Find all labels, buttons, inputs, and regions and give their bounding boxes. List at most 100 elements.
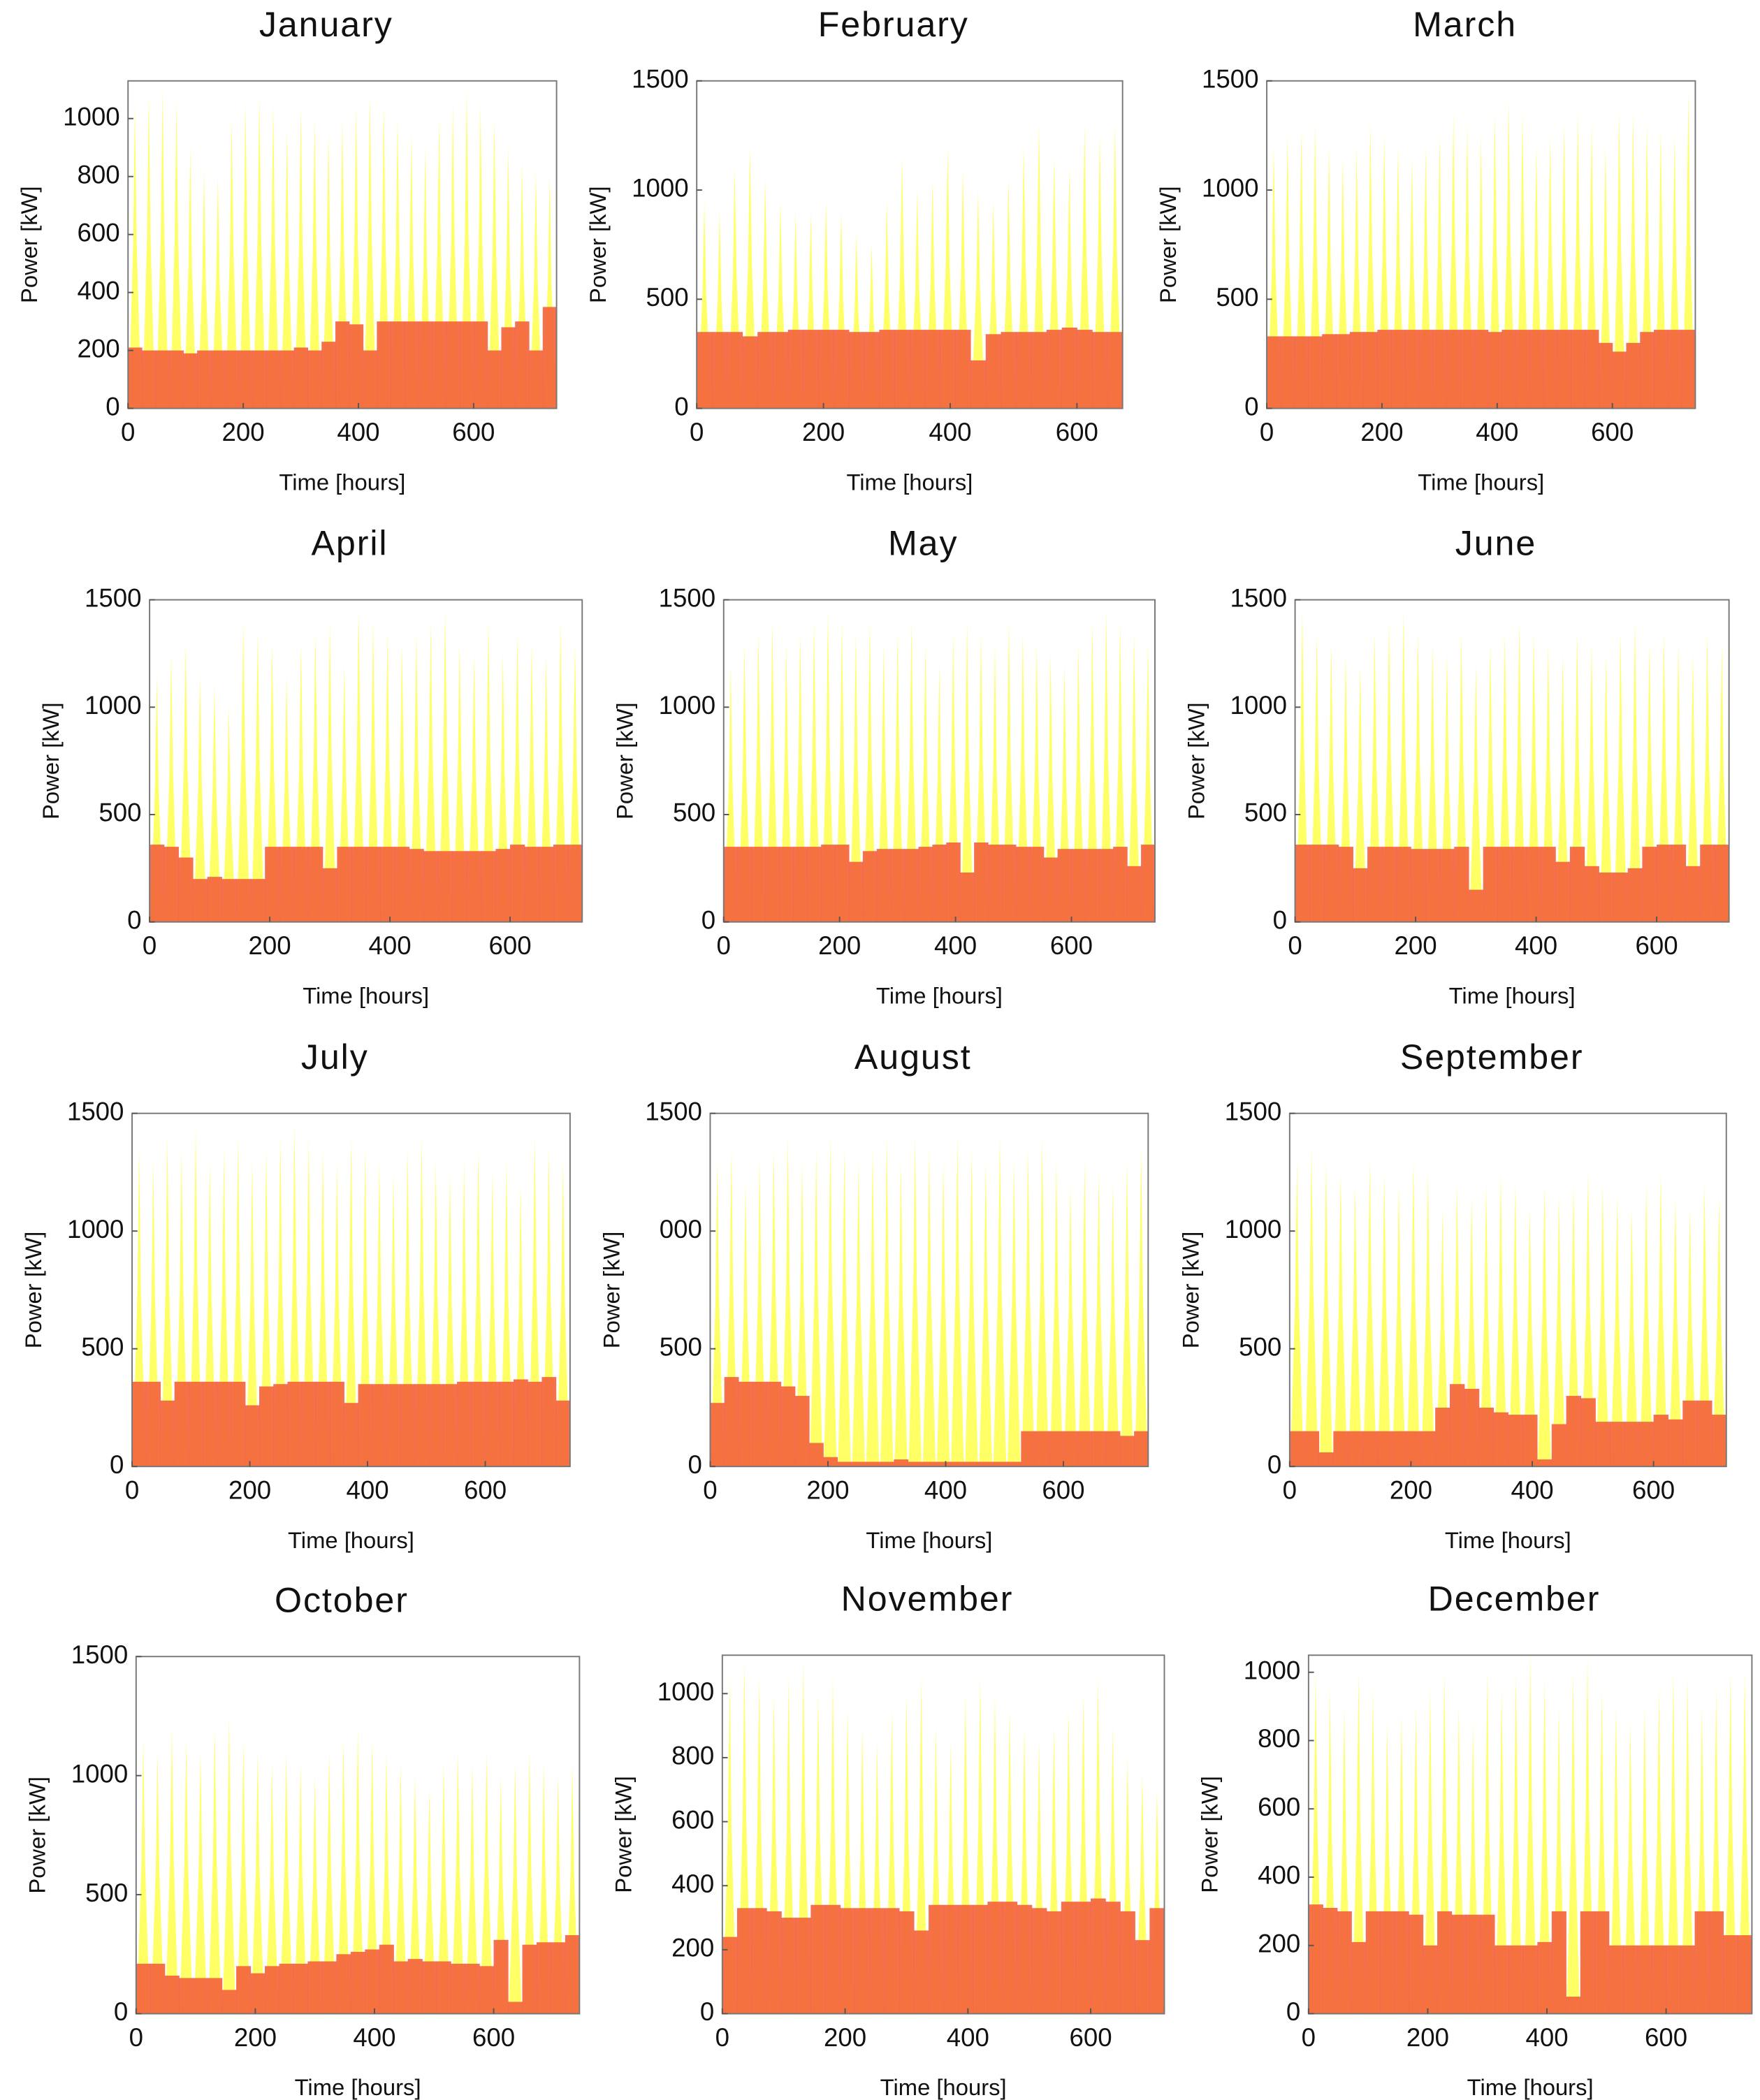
x-tick-label: 0 (143, 931, 157, 960)
base-bar (1335, 334, 1351, 409)
base-bar (864, 332, 880, 409)
y-tick-label: 800 (1258, 1724, 1300, 1753)
subplot: 0 200 400 600 0 200 400 600 800 1000 November Time … (611, 1579, 1165, 2100)
base-bar (879, 330, 895, 409)
y-tick-label: 200 (1258, 1929, 1300, 1957)
base-bar (1737, 1935, 1753, 2014)
peak-spike (366, 621, 380, 922)
base-bar (818, 330, 834, 409)
peak-spike (1613, 113, 1626, 409)
x-tick-label: 400 (1511, 1476, 1553, 1505)
peak-spike (905, 621, 918, 922)
base-bar (848, 332, 865, 409)
y-tick-label: 1000 (659, 691, 716, 720)
base-bar (1046, 1911, 1062, 2014)
x-axis-label: Time [hours] (1418, 469, 1544, 495)
base-bar (442, 1384, 458, 1467)
x-tick-label: 400 (947, 2023, 989, 2052)
base-bar (1380, 1911, 1395, 2014)
base-bar (1682, 1400, 1698, 1467)
base-bar (437, 851, 453, 922)
base-bar (146, 1381, 161, 1467)
base-bar (501, 327, 516, 409)
y-tick-label: 1500 (67, 1097, 124, 1125)
base-bar (960, 873, 975, 922)
peak-spike (908, 1137, 922, 1467)
peak-spike (394, 1763, 407, 2014)
peak-spike (838, 1149, 851, 1467)
base-bar (1642, 847, 1657, 922)
x-tick-label: 400 (929, 418, 971, 446)
base-bar (1508, 1415, 1523, 1467)
y-tick-label: 1000 (1244, 1656, 1301, 1684)
base-bar (1420, 1431, 1436, 1467)
axes-box (709, 1112, 1149, 1468)
base-bar (308, 847, 323, 922)
peak-spike (863, 621, 876, 922)
peak-spike (1106, 1183, 1120, 1467)
base-bar (252, 350, 267, 409)
base-bar (391, 321, 405, 409)
y-tick-label: 500 (99, 799, 141, 827)
base-bar (524, 847, 539, 922)
peak-spike (251, 632, 265, 922)
base-bar (1323, 1907, 1338, 2014)
peak-spike (1666, 1672, 1680, 2014)
base-bar (1304, 1431, 1320, 1467)
base-bar (1449, 1384, 1465, 1467)
x-tick-label: 600 (1645, 2023, 1687, 2052)
base-bar (837, 1461, 852, 1467)
base-bar (377, 321, 391, 409)
peak-spike (1566, 1672, 1580, 2014)
peak-spike (1290, 1160, 1304, 1467)
base-bar (193, 879, 208, 922)
x-tick-label: 0 (715, 2023, 729, 2052)
base-bar (1105, 1902, 1121, 2014)
peak-spike (225, 118, 238, 409)
base-bar (780, 1386, 796, 1467)
base-bar (1508, 1945, 1524, 2014)
base-bar (273, 1384, 289, 1467)
base-bar (1608, 1945, 1624, 2014)
x-tick-label: 0 (703, 1476, 717, 1505)
base-bar (1377, 330, 1392, 409)
x-tick-label: 200 (802, 418, 845, 446)
peak-spike (821, 610, 835, 922)
chart-title: July (301, 1037, 369, 1077)
axes-box (1307, 1654, 1753, 2015)
base-bar (231, 1381, 246, 1467)
base-bar (1063, 1431, 1078, 1467)
peak-spike (1682, 92, 1695, 409)
base-bar (432, 321, 446, 409)
peak-spike (866, 1149, 880, 1467)
x-tick-label: 0 (1302, 2023, 1316, 2052)
base-bar (1295, 845, 1310, 922)
base-bar (136, 1963, 151, 2014)
base-bar (1555, 861, 1571, 922)
base-bar (736, 1908, 752, 2014)
base-bar (471, 1381, 486, 1467)
base-bar (1061, 327, 1077, 409)
base-bar (765, 847, 780, 922)
base-bar (727, 332, 743, 409)
base-bar (337, 847, 352, 922)
peak-spike (1556, 653, 1570, 922)
base-bar (946, 842, 961, 922)
base-bar (1714, 845, 1730, 922)
base-bar (1439, 849, 1455, 922)
base-bar (894, 330, 910, 409)
base-bar (293, 847, 309, 922)
base-bar (293, 1963, 309, 2014)
base-bar (1454, 847, 1469, 922)
peak-spike (1538, 1679, 1551, 2014)
base-bar (551, 1942, 566, 2014)
peak-spike (1581, 1172, 1595, 1467)
peak-spike (1092, 1172, 1105, 1467)
base-bar (457, 1381, 472, 1467)
base-bar (974, 842, 989, 922)
peak-spike (142, 95, 155, 409)
base-bar (485, 1381, 500, 1467)
base-bar (1529, 330, 1544, 409)
y-tick-label: 1500 (659, 583, 716, 612)
base-bar (807, 847, 822, 922)
